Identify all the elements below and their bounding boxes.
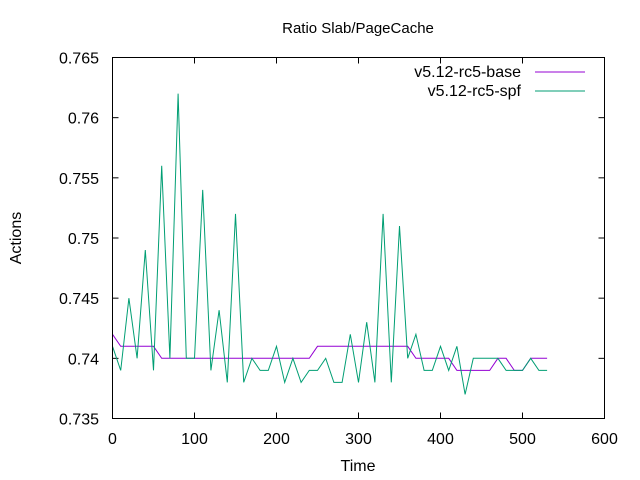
series-layer bbox=[112, 93, 548, 395]
y-tick-label: 0.74 bbox=[68, 351, 99, 368]
x-tick-label: 0 bbox=[108, 431, 117, 448]
chart-title: Ratio Slab/PageCache bbox=[282, 20, 434, 37]
y-tick-label: 0.76 bbox=[68, 111, 99, 128]
series-line-2 bbox=[112, 93, 548, 395]
x-tick-label: 300 bbox=[345, 431, 372, 448]
y-tick-label: 0.735 bbox=[59, 412, 99, 429]
y-tick-label: 0.745 bbox=[59, 291, 99, 308]
legend-label-2: v5.12-rc5-spf bbox=[428, 83, 522, 100]
y-tick-label: 0.755 bbox=[59, 171, 99, 188]
x-tick-label: 500 bbox=[509, 431, 536, 448]
y-tick-label: 0.75 bbox=[68, 231, 99, 248]
axis-ticks: 0 100 200 300 400 500 600 0.735 0.74 0.745 0.75 0.7… bbox=[59, 51, 618, 449]
x-tick-label: 600 bbox=[591, 431, 618, 448]
x-tick-label: 400 bbox=[427, 431, 454, 448]
legend: v5.12-rc5-base v5.12-rc5-spf bbox=[414, 64, 585, 100]
y-axis-label: Actions bbox=[8, 212, 25, 264]
plot-frame bbox=[112, 57, 605, 419]
y-tick-label: 0.765 bbox=[59, 51, 99, 68]
legend-label-1: v5.12-rc5-base bbox=[414, 64, 521, 81]
series-line-1 bbox=[112, 334, 548, 371]
x-axis-label: Time bbox=[341, 458, 376, 475]
x-tick-label: 200 bbox=[263, 431, 290, 448]
x-tick-label: 100 bbox=[181, 431, 208, 448]
